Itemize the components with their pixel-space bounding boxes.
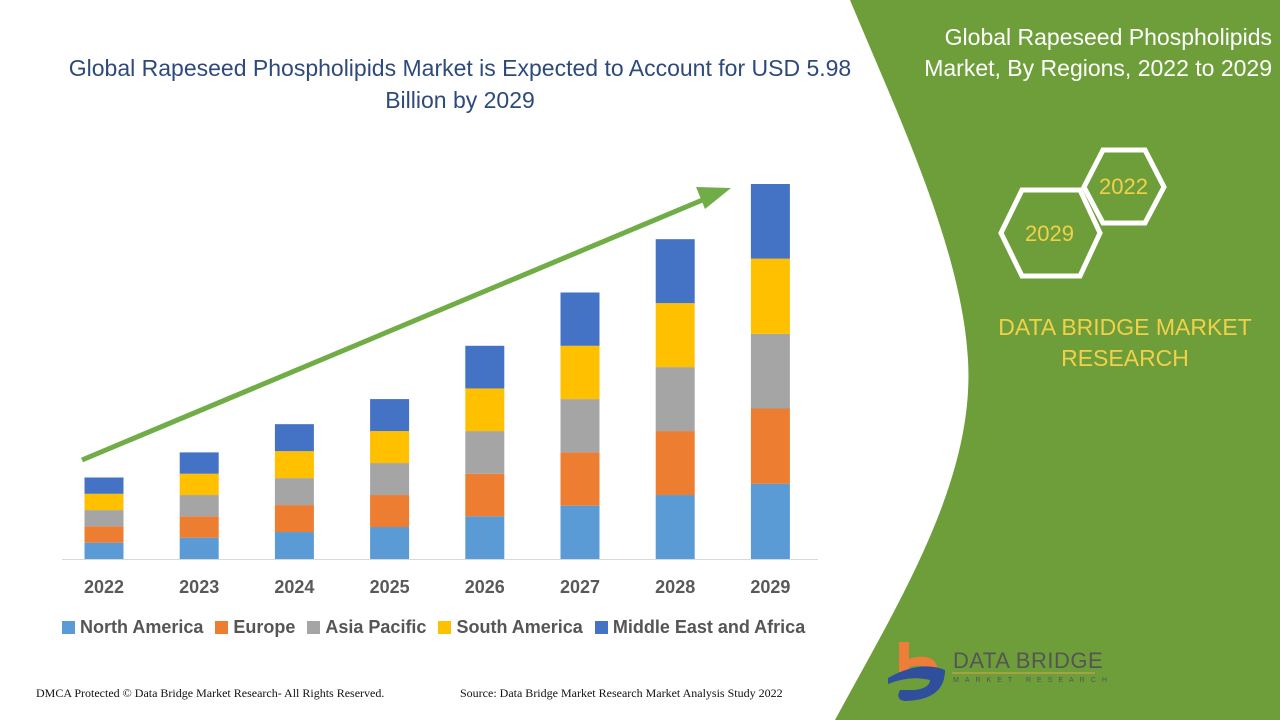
legend-item: Europe — [215, 617, 295, 638]
legend-swatch — [215, 621, 229, 634]
bar-segment — [84, 542, 124, 559]
bar-segment — [274, 424, 314, 452]
bar-segment — [750, 408, 790, 484]
x-tick-label: 2023 — [179, 577, 219, 597]
bar-segment — [655, 367, 695, 432]
hexagon-2022 — [1081, 147, 1167, 226]
legend-item: North America — [62, 617, 203, 638]
logo-subtext: MARKET RESEARCH — [953, 677, 1113, 684]
legend-label: Middle East and Africa — [612, 617, 806, 637]
bar-segment — [370, 463, 410, 496]
bar-segment — [465, 345, 505, 389]
legend-item: South America — [438, 617, 583, 638]
legend-label: Europe — [233, 617, 296, 637]
source-footer: Source: Data Bridge Market Research Mark… — [460, 686, 783, 700]
bar-segment — [370, 399, 410, 432]
legend-item: Asia Pacific — [307, 617, 426, 638]
bar-segment — [274, 451, 314, 479]
bar-segment — [465, 473, 505, 517]
x-tick-label: 2029 — [750, 577, 790, 597]
bar-segment — [274, 532, 314, 559]
stacked-bar-chart: 2022 2023 2024 2025 2026 2027 2028 2029 — [62, 184, 818, 597]
legend-label: South America — [456, 617, 583, 637]
trend-arrow — [81, 193, 713, 463]
bar-segment — [655, 431, 695, 496]
bar-segment — [179, 516, 219, 538]
legend: North America Europe Asia Pacific South Ame… — [62, 617, 805, 638]
bar-segment — [370, 431, 410, 464]
bar-segment — [465, 431, 505, 474]
data-bridge-logo-icon — [888, 642, 945, 701]
bar-segment — [655, 495, 695, 559]
bar-segment — [465, 388, 505, 432]
legend-swatch — [438, 621, 452, 634]
bar-segment — [750, 483, 790, 559]
legend-swatch — [594, 621, 608, 634]
bar-segment — [655, 303, 695, 368]
side-panel-title: Global Rapeseed Phospholipids Market, By… — [924, 24, 1272, 81]
bar-segment — [465, 516, 505, 559]
legend-item: Middle East and Africa — [594, 617, 806, 638]
bar-segment — [179, 495, 219, 517]
legend-swatch — [62, 621, 75, 634]
x-tick-label: 2028 — [655, 577, 695, 597]
bar-segment — [84, 510, 124, 527]
bar-segment — [750, 184, 790, 259]
trend-arrow-head — [696, 187, 731, 209]
hex-label-2029: 2029 — [1025, 221, 1074, 246]
chart-title: Global Rapeseed Phospholipids Market is … — [68, 55, 852, 113]
bar-segment — [179, 537, 219, 559]
bar-segment — [179, 452, 219, 474]
bar-segment — [84, 477, 124, 494]
bar-segment — [655, 239, 695, 304]
bar-segment — [750, 333, 790, 409]
x-tick-label: 2026 — [465, 577, 505, 597]
bar-segment — [179, 473, 219, 496]
bar-segment — [560, 292, 600, 346]
bar-segment — [84, 526, 124, 543]
bar-segment — [84, 493, 124, 511]
x-tick-label: 2027 — [560, 577, 600, 597]
bar-segment — [560, 505, 600, 559]
bar-segment — [560, 399, 600, 453]
copyright-footer: DMCA Protected © Data Bridge Market Rese… — [36, 686, 385, 700]
x-tick-label: 2022 — [84, 577, 124, 597]
brand-name: DATA BRIDGE MARKET RESEARCH — [998, 314, 1252, 371]
logo-text: DATA BRIDGE — [953, 648, 1104, 673]
x-tick-label: 2025 — [370, 577, 410, 597]
x-tick-label: 2024 — [274, 577, 314, 597]
legend-label: Asia Pacific — [325, 617, 427, 637]
legend-swatch — [307, 621, 321, 634]
legend-label: North America — [80, 617, 204, 637]
bar-segment — [274, 505, 314, 533]
bar-segment — [750, 258, 790, 334]
bar-segment — [370, 527, 410, 559]
bar-segment — [370, 495, 410, 528]
bar-segment — [274, 478, 314, 506]
hex-label-2022: 2022 — [1099, 174, 1148, 199]
bar-segment — [560, 452, 600, 506]
bar-segment — [560, 345, 600, 400]
hexagon-2029 — [998, 187, 1103, 279]
